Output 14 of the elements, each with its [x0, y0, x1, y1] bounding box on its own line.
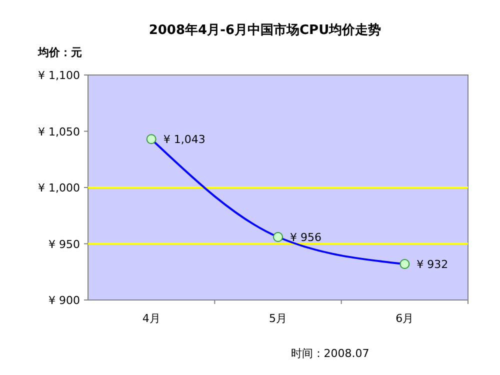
text: 时间：2008.07 [290, 347, 370, 360]
x-tick-label: 5月 [269, 312, 287, 325]
y-tick-label: ¥ 1,050 [38, 125, 80, 138]
chart-title: 2008年4月-6月中国市场CPU均价走势 [148, 22, 382, 38]
y-tick-label: ¥ 900 [48, 294, 80, 307]
y-tick-label: ¥ 1,100 [38, 69, 80, 82]
text: ¥ 1,043 [163, 133, 206, 146]
text: ¥ 956 [290, 231, 322, 244]
y-tick-label: ¥ 1,000 [38, 182, 80, 194]
x-tick-label: 4月 [142, 312, 160, 325]
y-axis-title: 均价：元 [37, 46, 82, 59]
y-tick-label: ¥ 950 [48, 238, 80, 251]
text: ¥ 932 [416, 258, 448, 271]
x-tick-label: 6月 [396, 312, 414, 325]
